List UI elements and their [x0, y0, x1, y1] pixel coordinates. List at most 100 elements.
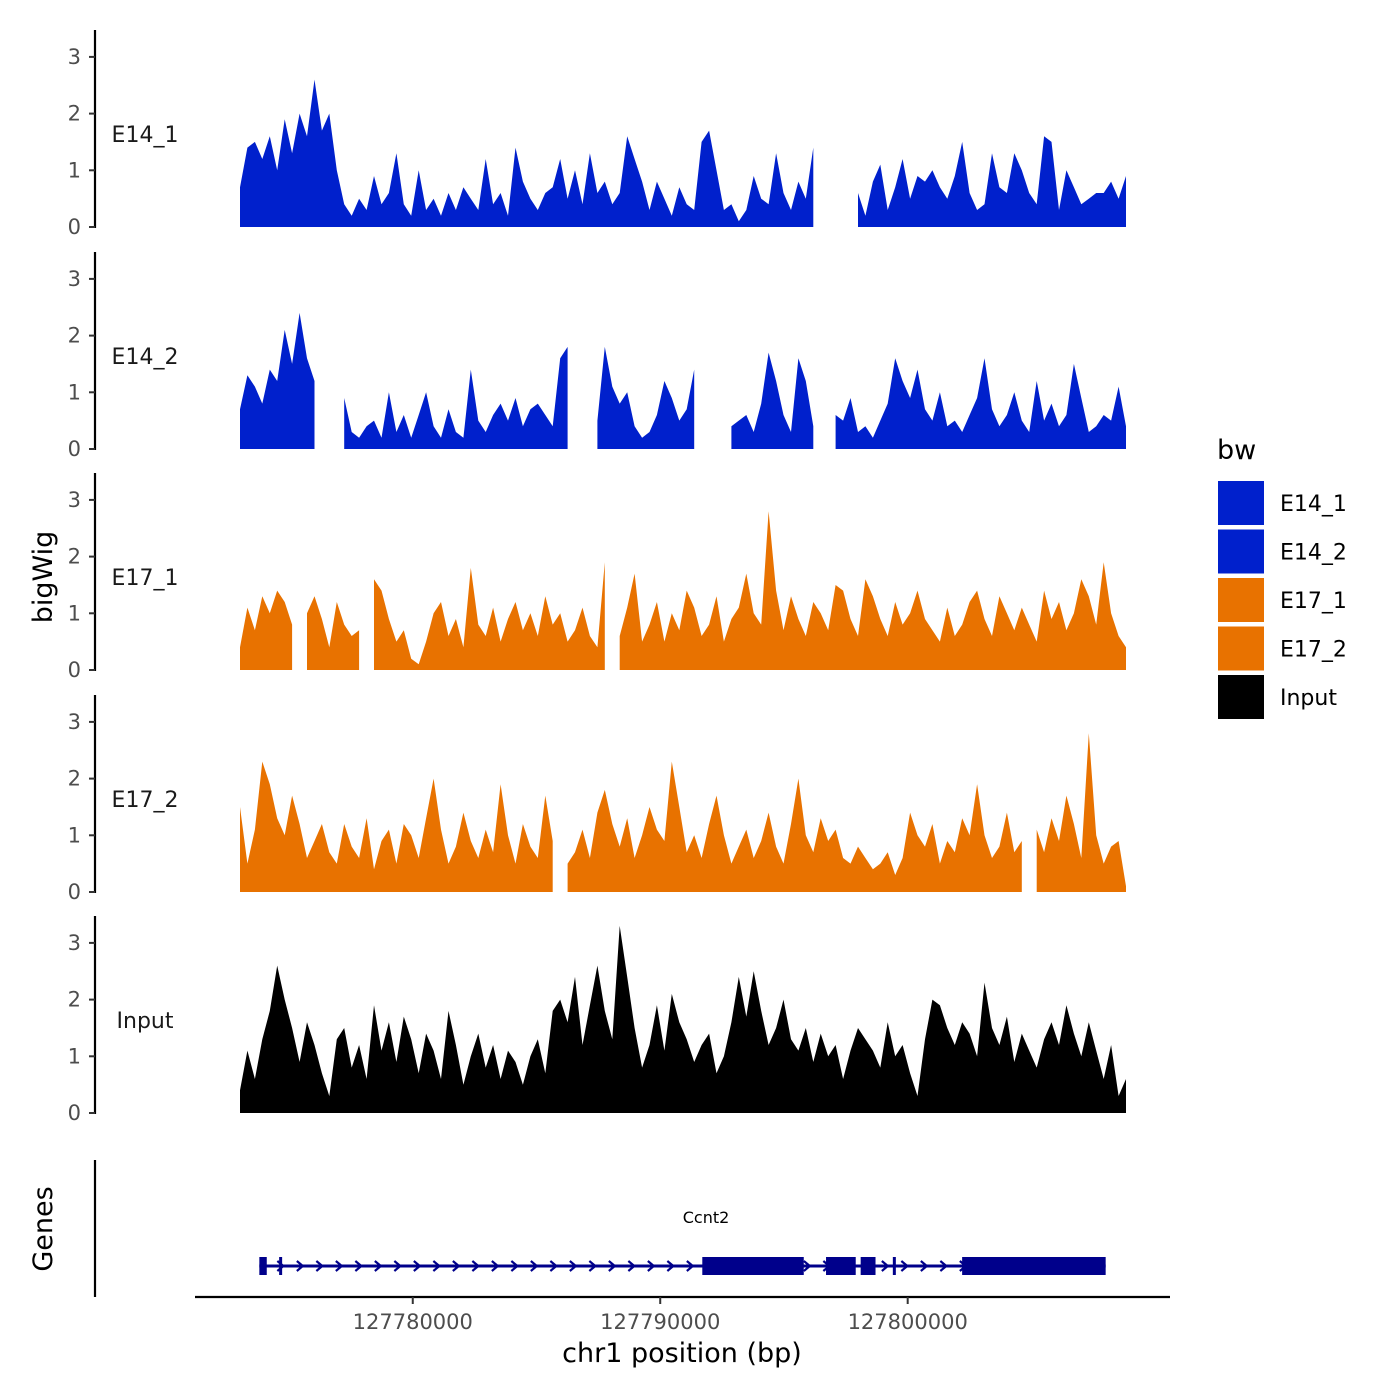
- strand-chevron: [315, 1260, 325, 1272]
- strand-chevron: [803, 1260, 812, 1272]
- y-tick-label: 0: [68, 437, 81, 461]
- track-panel-e17-1: 0 1 2 3 E17_1: [68, 473, 1126, 682]
- strand-chevron: [296, 1260, 305, 1272]
- strand-chevron: [432, 1260, 442, 1272]
- signal-area: [307, 596, 360, 670]
- signal-area: [240, 590, 293, 670]
- gene-exon: [826, 1257, 856, 1275]
- gene-exon: [259, 1257, 267, 1275]
- signal-area: [597, 346, 695, 449]
- gene-name-label: Ccnt2: [683, 1208, 730, 1227]
- y-tick-label: 2: [68, 767, 81, 791]
- gene-exon: [860, 1257, 876, 1275]
- strand-chevron: [608, 1260, 617, 1272]
- y-tick-label: 2: [68, 545, 81, 569]
- track-panel-e17-2: 0 1 2 3 E17_2: [68, 695, 1126, 904]
- signal-area: [731, 352, 814, 449]
- y-tick-label: 0: [68, 658, 81, 682]
- y-tick-label: 2: [68, 988, 81, 1012]
- signal-area: [1036, 733, 1126, 892]
- strand-chevron: [374, 1260, 383, 1272]
- y-tick-label: 0: [68, 215, 81, 239]
- strand-chevron: [354, 1260, 364, 1272]
- x-tick-label: 127780000: [353, 1310, 473, 1334]
- track-panel-e14-2: 0 1 2 3 E14_2: [68, 252, 1126, 461]
- y-tick-label: 3: [68, 267, 81, 291]
- gene-exon: [702, 1257, 804, 1275]
- y-tick-label: 1: [68, 1044, 81, 1068]
- legend-key-input: [1218, 675, 1264, 719]
- strand-chevron: [647, 1260, 656, 1272]
- genes-axis-title: Genes: [28, 1186, 59, 1271]
- legend-title: bw: [1217, 435, 1256, 466]
- track-label: E17_1: [112, 566, 179, 591]
- track-label: E14_1: [112, 123, 179, 148]
- y-tick-label: 0: [68, 880, 81, 904]
- y-tick-label: 1: [68, 158, 81, 182]
- x-tick-label: 127800000: [848, 1310, 968, 1334]
- y-tick-label: 3: [68, 45, 81, 69]
- y-tick-label: 1: [68, 601, 81, 625]
- legend-key-e14-2: [1218, 529, 1264, 574]
- y-axis-title: bigWig: [28, 531, 59, 624]
- genes-panel: Genes Ccnt2: [28, 1160, 1106, 1297]
- strand-chevron: [413, 1260, 422, 1272]
- strand-chevron: [666, 1260, 676, 1272]
- strand-chevron: [335, 1260, 344, 1272]
- strand-chevron: [939, 1260, 949, 1272]
- legend-key-e17-2: [1218, 626, 1264, 671]
- legend-key-e17-1: [1218, 578, 1264, 622]
- strand-chevron: [452, 1260, 461, 1272]
- legend-label: Input: [1280, 686, 1337, 711]
- signal-area: [240, 925, 1126, 1113]
- strand-chevron: [471, 1260, 481, 1272]
- track-label: E14_2: [112, 345, 179, 370]
- strand-chevron: [569, 1260, 578, 1272]
- y-tick-label: 3: [68, 710, 81, 734]
- strand-chevron: [900, 1260, 910, 1272]
- strand-chevron: [881, 1260, 890, 1272]
- strand-chevron: [627, 1260, 637, 1272]
- signal-area: [240, 761, 553, 892]
- legend-label: E17_2: [1280, 638, 1347, 663]
- signal-area: [240, 79, 814, 227]
- y-tick-label: 2: [68, 102, 81, 126]
- gene-exon: [892, 1257, 896, 1275]
- track-panel-e14-1: 0 1 2 3 E14_1: [68, 30, 1126, 239]
- y-tick-label: 3: [68, 931, 81, 955]
- legend-label: E14_2: [1280, 541, 1347, 566]
- signal-area: [835, 358, 1126, 449]
- track-label: Input: [117, 1009, 174, 1034]
- track-label: E17_2: [112, 788, 179, 813]
- strand-chevron: [530, 1260, 539, 1272]
- signal-area: [567, 761, 1022, 892]
- signal-area: [619, 511, 1126, 670]
- strand-chevron: [491, 1260, 500, 1272]
- strand-chevron: [510, 1260, 520, 1272]
- legend-label: E14_1: [1280, 492, 1347, 517]
- signal-area: [374, 562, 605, 670]
- x-axis-title: chr1 position (bp): [562, 1338, 802, 1369]
- signal-area: [240, 312, 315, 449]
- signal-area: [344, 346, 568, 449]
- strand-chevron: [393, 1260, 403, 1272]
- track-panel-input: 0 1 2 3 Input: [68, 916, 1126, 1125]
- legend-key-e14-1: [1218, 481, 1264, 525]
- x-tick-label: 127790000: [600, 1310, 720, 1334]
- legend: bw E14_1 E14_2 E17_1 E17_2 Input: [1217, 435, 1347, 719]
- signal-area: [858, 136, 1126, 227]
- y-tick-label: 2: [68, 324, 81, 348]
- strand-chevron: [920, 1260, 929, 1272]
- y-tick-label: 1: [68, 380, 81, 404]
- y-tick-label: 0: [68, 1101, 81, 1125]
- x-axis: 127780000 127790000 127800000 chr1 position…: [195, 1295, 1170, 1369]
- strand-chevron: [588, 1260, 598, 1272]
- y-tick-label: 1: [68, 823, 81, 847]
- legend-label: E17_1: [1280, 589, 1347, 614]
- strand-chevron: [686, 1260, 695, 1272]
- gene-exon: [962, 1257, 1106, 1275]
- gene-exon: [279, 1257, 283, 1275]
- strand-chevron: [549, 1260, 559, 1272]
- y-tick-label: 3: [68, 488, 81, 512]
